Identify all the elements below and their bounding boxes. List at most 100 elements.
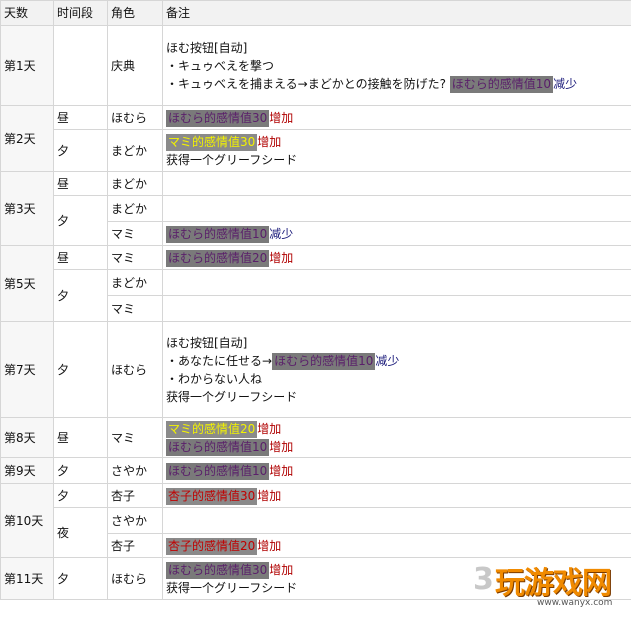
affection-highlight: ほむら的感情值30 [166, 109, 270, 127]
notes-cell: ほむ按钮[自动] ・あなたに任せる→ ほむら的感情值10 减少 ・わからない人ね 获… [162, 321, 631, 418]
note-line: ほむら的感情值30 增加 [166, 561, 628, 579]
header-character: 角色 [107, 0, 163, 26]
time-cell: 夕 [53, 457, 108, 484]
affection-highlight: ほむら的感情值10 [272, 352, 376, 370]
event-table: 天数 时间段 角色 备注 第1天 庆典 ほむ按钮[自动] ・キュゥべえを撃つ ・… [0, 0, 631, 600]
day-cell: 第7天 [0, 321, 54, 418]
notes-cell: ほむら的感情值20 增加 [162, 245, 631, 270]
time-cell: 夕 [53, 129, 108, 172]
affection-highlight: ほむら的感情值10 [166, 225, 270, 243]
table-row: 第1天 庆典 ほむ按钮[自动] ・キュゥべえを撃つ ・キュゥべえを捕まえる→まど… [0, 25, 631, 106]
character-cell: まどか [107, 129, 163, 172]
time-cell: 昼 [53, 245, 108, 270]
character-cell: まどか [107, 269, 163, 296]
day-cell: 第3天 [0, 171, 54, 246]
day-cell: 第9天 [0, 457, 54, 484]
table-row: 第8天 昼 マミ マミ的感情值20 增加 ほむら的感情值10 增加 [0, 417, 631, 458]
increase-label: 增加 [269, 110, 294, 125]
day-cell: 第1天 [0, 25, 54, 106]
time-cell: 夕 [53, 321, 108, 418]
affection-highlight: ほむら的感情值30 [166, 561, 270, 579]
character-cell: マミ [107, 245, 163, 270]
time-cell: 夕 [53, 557, 108, 600]
note-text: ・キュゥべえを捕まえる→まどかとの接触を防げた? [166, 76, 446, 91]
day-cell: 第10天 [0, 483, 54, 558]
table-row: 夕 まどか マミ的感情值30 增加 获得一个グリーフシード [1, 129, 631, 172]
note-line: 获得一个グリーフシード [166, 580, 298, 595]
header-time: 时间段 [53, 0, 108, 26]
decrease-label: 减少 [269, 226, 294, 241]
increase-label: 增加 [257, 421, 282, 436]
character-cell: 杏子 [107, 533, 163, 558]
affection-highlight: ほむら的感情值10 [166, 438, 270, 456]
notes-cell [162, 269, 631, 296]
character-cell: ほむら [107, 105, 163, 130]
notes-cell [162, 195, 631, 222]
notes-cell: 杏子的感情值20 增加 [162, 533, 631, 558]
notes-cell: 杏子的感情值30 增加 [162, 483, 631, 508]
table-row: 第9天 夕 さやか ほむら的感情值10 增加 [0, 457, 631, 484]
note-line: ・わからない人ね [166, 371, 263, 386]
day-cell: 第11天 [0, 557, 54, 600]
day-cell: 第8天 [0, 417, 54, 458]
notes-cell [162, 171, 631, 196]
notes-cell: ほむら的感情值10 增加 [162, 457, 631, 484]
notes-cell: ほむ按钮[自动] ・キュゥべえを撃つ ・キュゥべえを捕まえる→まどかとの接触を防… [162, 25, 631, 106]
character-cell: 庆典 [107, 25, 163, 106]
note-line: ・キュゥべえを捕まえる→まどかとの接触を防げた? ほむら的感情值10 减少 [166, 75, 578, 93]
table-row: 夜 さやか [1, 507, 631, 558]
day-cell: 第5天 [0, 245, 54, 322]
character-cell: 杏子 [107, 483, 163, 508]
affection-highlight: 杏子的感情值20 [166, 537, 258, 555]
character-cell: さやか [107, 457, 163, 484]
character-cell: マミ [107, 417, 163, 458]
table-row: マミ [1, 295, 631, 322]
notes-cell [162, 295, 631, 322]
day-cell: 第2天 [0, 105, 54, 172]
character-cell: まどか [107, 171, 163, 196]
notes-cell: ほむら的感情值10 减少 [162, 221, 631, 246]
table-row: 第5天 昼 マミ ほむら的感情值20 增加 [0, 245, 631, 322]
time-cell: 昼 [53, 417, 108, 458]
time-cell: 夕 [53, 195, 108, 246]
increase-label: 增加 [257, 488, 282, 503]
affection-highlight: ほむら的感情值10 [449, 75, 554, 93]
note-line: ほむら的感情值10 增加 [166, 438, 628, 456]
notes-cell: マミ的感情值30 增加 获得一个グリーフシード [162, 129, 631, 172]
affection-highlight: マミ的感情值20 [166, 420, 258, 438]
time-cell: 夕 [53, 269, 108, 322]
notes-cell [162, 507, 631, 534]
affection-highlight: 杏子的感情值30 [166, 487, 258, 505]
header-day: 天数 [0, 0, 54, 26]
affection-highlight: ほむら的感情值10 [166, 462, 270, 480]
increase-label: 增加 [269, 250, 294, 265]
character-cell: ほむら [107, 557, 163, 600]
table-row: 夕 まどか [1, 195, 631, 246]
increase-label: 增加 [269, 463, 294, 478]
time-cell: 昼 [53, 105, 108, 130]
note-line: ・あなたに任せる→ ほむら的感情值10 减少 [166, 352, 628, 370]
increase-label: 增加 [257, 538, 282, 553]
table-row: 夕 まどか [1, 269, 631, 322]
note-line: ほむ按钮[自动] [166, 335, 248, 350]
decrease-label: 减少 [553, 76, 578, 91]
note-line: 获得一个グリーフシード [166, 152, 298, 167]
time-cell: 夕 [53, 483, 108, 508]
increase-label: 增加 [269, 439, 294, 454]
increase-label: 增加 [269, 562, 294, 577]
table-row: 第2天 昼 ほむら ほむら的感情值30 增加 [0, 105, 631, 172]
time-cell [53, 25, 108, 106]
table-row: 第7天 夕 ほむら ほむ按钮[自动] ・あなたに任せる→ ほむら的感情值10 减少 … [0, 321, 631, 418]
character-cell: さやか [107, 507, 163, 534]
time-cell: 夜 [53, 507, 108, 558]
note-text: ・あなたに任せる→ [166, 353, 273, 368]
time-cell: 昼 [53, 171, 108, 196]
table-row: 第11天 夕 ほむら ほむら的感情值30 增加 获得一个グリーフシード [0, 557, 631, 600]
character-cell: マミ [107, 221, 163, 246]
header-row: 天数 时间段 角色 备注 [0, 0, 631, 26]
decrease-label: 减少 [375, 353, 400, 368]
notes-cell: マミ的感情值20 增加 ほむら的感情值10 增加 [162, 417, 631, 458]
character-cell: まどか [107, 195, 163, 222]
notes-cell: ほむら的感情值30 增加 获得一个グリーフシード [162, 557, 631, 600]
character-cell: ほむら [107, 321, 163, 418]
